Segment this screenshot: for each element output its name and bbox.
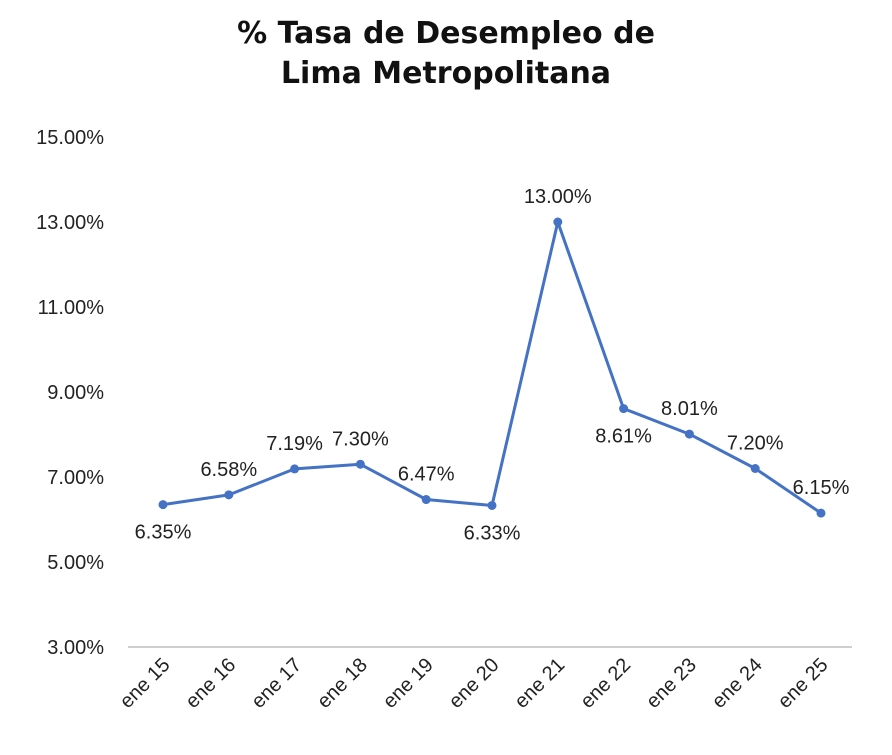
x-tick-label: ene 20 [445,654,504,713]
data-label: 8.01% [661,398,718,420]
data-label: 6.15% [793,477,850,499]
x-tick-label: ene 17 [247,654,306,713]
data-point [421,495,431,505]
data-label: 6.58% [200,459,257,481]
chart-title-line-1: % Tasa de Desempleo de [237,16,655,51]
x-tick-label: ene 16 [182,654,241,713]
y-tick-label: 11.00% [38,297,105,319]
data-point [750,464,760,473]
data-point [355,459,365,469]
y-tick-label: 3.00% [47,637,104,659]
y-tick-label: 15.00% [36,127,104,149]
x-tick-label: ene 21 [511,654,570,713]
x-tick-label: ene 24 [708,654,767,713]
x-tick-label: ene 25 [774,654,833,713]
data-point [684,429,694,439]
y-tick-label: 13.00% [36,212,104,234]
data-point [816,508,826,518]
data-point [553,217,563,227]
x-tick-label: ene 15 [116,654,175,713]
data-label: 6.35% [135,522,192,544]
data-point [487,500,497,510]
x-tick-label: ene 18 [313,654,372,713]
chart-title-line-2: Lima Metropolitana [280,56,612,91]
x-tick-label: ene 23 [642,654,701,713]
data-label: 6.47% [398,464,455,486]
data-point [224,490,234,500]
y-tick-label: 5.00% [47,552,104,574]
series-line [162,220,822,515]
data-label: 6.33% [464,522,521,544]
data-label: 8.61% [595,426,652,448]
data-point [290,464,300,474]
chart-title: % Tasa de Desempleo de Lima Metropolitan… [0,14,892,94]
data-point [158,500,168,510]
y-tick-label: 9.00% [47,382,104,404]
x-tick-label: ene 22 [576,654,635,713]
y-tick-label: 7.00% [47,467,104,489]
data-label: 7.30% [332,428,389,450]
data-label: 13.00% [524,186,592,208]
data-label: 7.20% [727,433,784,455]
data-point [619,404,629,414]
data-label: 7.19% [266,433,323,455]
x-tick-label: ene 19 [379,654,438,713]
